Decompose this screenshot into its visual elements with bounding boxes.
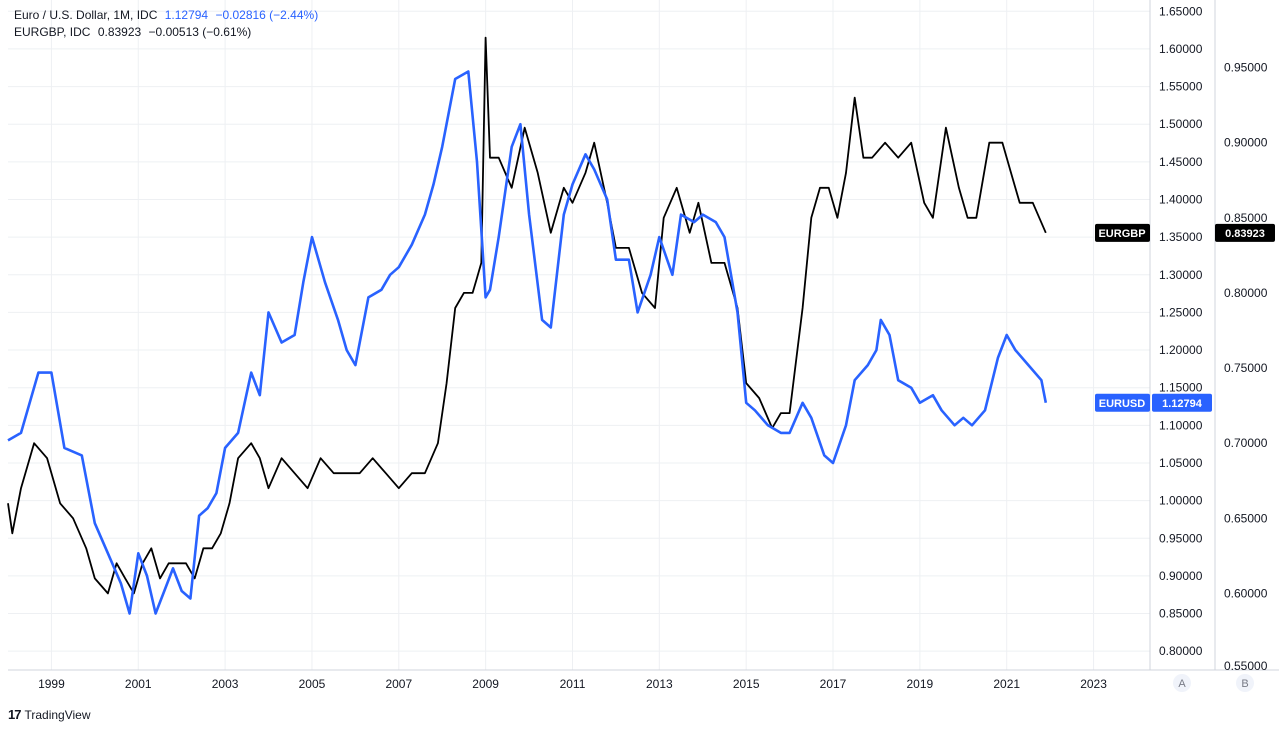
- axis-b-tick-label: 0.65000: [1224, 511, 1268, 525]
- axis-a-tick-label: 0.80000: [1159, 644, 1203, 658]
- axis-a-tick-label: 1.55000: [1159, 80, 1203, 94]
- time-axis-tick-label: 2015: [733, 677, 760, 691]
- legend-eurusd-name: Euro / U.S. Dollar, 1M, IDC: [14, 8, 158, 22]
- time-axis-tick-label: 2001: [125, 677, 152, 691]
- series-name-badge-label: EURGBP: [1098, 228, 1145, 240]
- axis-a-tick-label: 1.35000: [1159, 230, 1203, 244]
- legend-eurusd[interactable]: Euro / U.S. Dollar, 1M, IDC 1.12794 −0.0…: [14, 8, 322, 22]
- axis-a-tick-label: 0.90000: [1159, 569, 1203, 583]
- legend-eurgbp-value: 0.83923: [97, 25, 142, 39]
- series-name-badge-eurusd: [1095, 393, 1150, 412]
- price-axis-a[interactable]: 0.80000 0.85000 0.90000 0.95000 1.00000 1.050…: [1159, 4, 1203, 658]
- time-axis-tick-label: 2019: [907, 677, 934, 691]
- last-value-badge-label: 1.12794: [1162, 398, 1203, 410]
- series-name-badge-label: EURUSD: [1099, 398, 1146, 410]
- time-axis-tick-label: 2023: [1080, 677, 1107, 691]
- time-axis-tick-label: 2021: [993, 677, 1020, 691]
- axis-a-tick-label: 1.00000: [1159, 494, 1203, 508]
- axis-a-tick-label: 1.65000: [1159, 4, 1203, 18]
- grid: [8, 0, 1150, 670]
- scale-button-label: B: [1241, 678, 1248, 690]
- legend-eurgbp[interactable]: EURGBP, IDC 0.83923 −0.00513 (−0.61%): [14, 25, 255, 39]
- axis-a-tick-label: 1.20000: [1159, 343, 1203, 357]
- tradingview-logo-icon: 17: [8, 707, 22, 722]
- scale-button-label: A: [1178, 678, 1186, 690]
- axis-a-tick-label: 1.30000: [1159, 268, 1203, 282]
- axis-a-tick-label: 0.85000: [1159, 607, 1203, 621]
- last-value-badges: EURGBP 0.83923 EURUSD 1.12794: [1095, 223, 1275, 412]
- axis-b-tick-label: 0.85000: [1224, 211, 1268, 225]
- scale-button-b: [1236, 674, 1254, 692]
- axis-b-tick-label: 0.90000: [1224, 136, 1268, 150]
- axis-a-tick-label: 1.05000: [1159, 456, 1203, 470]
- axis-a-tick-label: 1.15000: [1159, 381, 1203, 395]
- legend-eurusd-value: 1.12794: [164, 8, 209, 22]
- series-layer: [7, 36, 1048, 615]
- axis-a-tick-label: 1.45000: [1159, 155, 1203, 169]
- scale-button-a: [1173, 674, 1191, 692]
- axis-a-tick-label: 1.40000: [1159, 192, 1203, 206]
- axis-b-tick-label: 0.75000: [1224, 361, 1268, 375]
- series-line-eurgbp: [7, 36, 1047, 595]
- time-axis-tick-label: 2011: [560, 677, 586, 691]
- series-name-badge-eurgbp: [1095, 223, 1150, 242]
- tradingview-brand: TradingView: [24, 707, 91, 722]
- price-axis-b[interactable]: 0.55000 0.60000 0.65000 0.70000 0.75000 0.800…: [1224, 61, 1268, 673]
- time-axis-tick-label: 2017: [820, 677, 847, 691]
- axis-a-tick-label: 1.50000: [1159, 117, 1203, 131]
- axis-a-tick-label: 1.60000: [1159, 42, 1203, 56]
- axis-a-tick-label: 1.10000: [1159, 418, 1203, 432]
- time-axis-tick-label: 2005: [299, 677, 326, 691]
- axis-a-tick-label: 1.25000: [1159, 305, 1203, 319]
- legend-eurusd-change: −0.02816 (−2.44%): [215, 8, 319, 22]
- legend-eurgbp-change: −0.00513 (−0.61%): [148, 25, 252, 39]
- axis-b-tick-label: 0.70000: [1224, 436, 1268, 450]
- time-axis-tick-label: 2009: [472, 677, 499, 691]
- time-axis-tick-label: 1999: [38, 677, 65, 691]
- axis-b-tick-label: 0.60000: [1224, 586, 1268, 600]
- last-value-badge-eurusd: [1152, 393, 1212, 412]
- time-axis[interactable]: 1999 2001 2003 2005 2007 2009 2011 2013 2015 2017…: [38, 677, 1107, 691]
- axis-a-tick-label: 0.95000: [1159, 531, 1203, 545]
- last-value-badge-eurgbp: [1215, 223, 1275, 242]
- tradingview-footer[interactable]: 17 TradingView: [8, 707, 91, 722]
- axis-b-tick-label: 0.55000: [1224, 659, 1268, 673]
- time-axis-tick-label: 2003: [212, 677, 239, 691]
- series-line-eurusd: [7, 70, 1048, 615]
- legend-eurgbp-name: EURGBP, IDC: [14, 25, 91, 39]
- axis-b-tick-label: 0.80000: [1224, 286, 1268, 300]
- time-axis-tick-label: 2007: [385, 677, 412, 691]
- axis-b-tick-label: 0.95000: [1224, 61, 1268, 75]
- time-axis-tick-label: 2013: [646, 677, 673, 691]
- last-value-badge-label: 0.83923: [1225, 228, 1265, 240]
